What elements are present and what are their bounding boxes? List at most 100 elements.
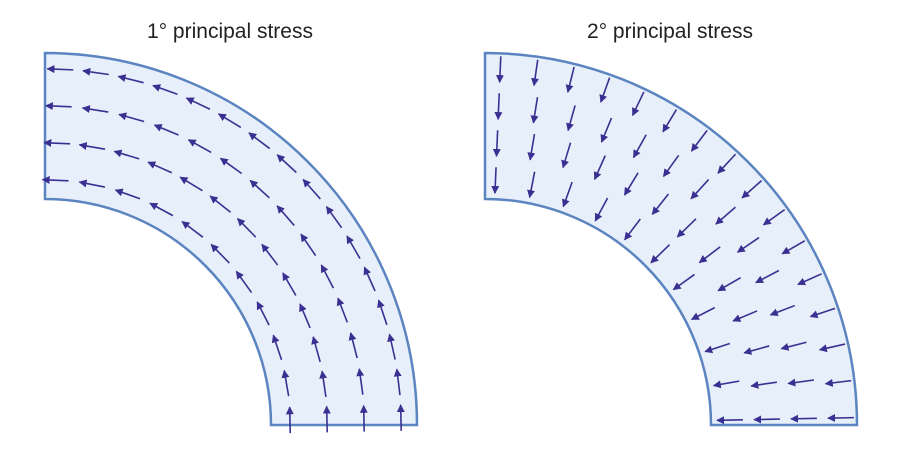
- stress-arrow: [276, 154, 297, 174]
- stress-arrow: [623, 172, 639, 196]
- stress-arrow: [319, 370, 328, 398]
- stress-arrow: [348, 332, 358, 359]
- stress-arrow: [672, 273, 695, 291]
- stress-arrow: [632, 134, 647, 159]
- stress-arrow: [82, 67, 109, 76]
- stress-arrow: [300, 233, 317, 257]
- stress-arrow: [149, 202, 174, 217]
- stress-arrow: [276, 205, 295, 226]
- stress-arrow: [393, 368, 402, 396]
- arrow-field: [491, 56, 854, 425]
- stress-arrow: [363, 266, 376, 292]
- stress-arrow: [818, 343, 846, 353]
- stress-arrow: [153, 124, 179, 136]
- stress-arrow: [593, 155, 606, 181]
- stress-arrow: [114, 188, 141, 200]
- stress-arrow: [325, 206, 343, 229]
- stress-arrow: [797, 273, 822, 286]
- stress-arrow: [299, 303, 311, 329]
- stress-arrow: [185, 97, 211, 110]
- stress-arrow: [359, 404, 368, 432]
- stress-arrow: [755, 269, 780, 284]
- stress-arrow: [743, 345, 770, 355]
- stress-arrow: [631, 91, 645, 117]
- stress-arrow: [690, 179, 710, 200]
- stress-arrow: [651, 193, 670, 215]
- stress-arrow: [235, 270, 253, 294]
- stress-arrow: [600, 117, 613, 143]
- arrow-field: [41, 65, 405, 434]
- stress-arrow: [624, 218, 641, 241]
- stress-arrow: [750, 380, 777, 389]
- stress-arrow: [41, 175, 69, 184]
- stress-arrow: [561, 142, 572, 169]
- stress-arrow: [282, 272, 297, 296]
- stress-arrow: [261, 243, 279, 266]
- stress-arrow: [717, 277, 742, 292]
- stress-arrow: [494, 93, 503, 121]
- stress-arrow: [491, 167, 500, 195]
- stress-arrow: [217, 113, 242, 129]
- stress-arrow: [356, 368, 365, 395]
- stress-arrow: [827, 413, 854, 422]
- stress-arrow: [256, 301, 270, 326]
- stress-arrow: [78, 142, 106, 150]
- stress-arrow: [113, 149, 140, 160]
- stress-arrow: [43, 139, 71, 148]
- stress-arrow: [285, 406, 294, 434]
- stress-arrow: [781, 240, 806, 255]
- stress-arrow: [809, 307, 836, 319]
- stress-arrow: [495, 56, 504, 84]
- stress-arrow: [736, 236, 760, 253]
- stress-arrow: [780, 341, 807, 351]
- stress-arrow: [311, 336, 321, 363]
- stress-arrow: [281, 369, 290, 397]
- stress-arrow: [322, 405, 331, 433]
- stress-arrow: [762, 208, 786, 226]
- stress-arrow: [271, 334, 283, 361]
- stress-arrow: [531, 59, 539, 87]
- stress-arrow: [712, 380, 740, 389]
- quarter-annulus: [483, 51, 859, 427]
- stress-arrow: [716, 416, 743, 425]
- stress-arrow: [179, 176, 203, 192]
- stress-arrow: [181, 220, 204, 238]
- panel-title: 2° principal stress: [587, 20, 753, 43]
- stress-arrow: [117, 74, 144, 84]
- stress-arrow: [248, 132, 271, 150]
- stress-arrow: [147, 161, 173, 174]
- stress-arrow: [787, 378, 815, 387]
- stress-arrow: [594, 197, 609, 222]
- stress-arrow: [704, 342, 731, 354]
- stress-arrow: [44, 102, 72, 111]
- stress-arrow: [530, 97, 539, 124]
- stress-arrow: [237, 218, 257, 238]
- stress-arrow: [599, 77, 611, 103]
- stress-arrow: [753, 415, 780, 424]
- stress-arrow: [81, 105, 109, 114]
- stress-arrow: [562, 181, 573, 208]
- stress-arrow: [152, 84, 178, 96]
- stress-arrow: [690, 129, 708, 152]
- stress-arrow: [527, 134, 536, 161]
- stress-arrow: [662, 109, 678, 133]
- stress-arrow: [527, 171, 536, 199]
- stress-arrow: [78, 179, 106, 188]
- stress-arrow: [717, 153, 737, 174]
- stress-arrow: [118, 112, 145, 123]
- stress-arrow: [302, 178, 321, 200]
- stress-arrow: [662, 154, 680, 178]
- stress-arrow: [769, 304, 796, 317]
- stress-arrow: [396, 404, 405, 431]
- stress-arrow: [824, 378, 852, 387]
- stress-arrow: [209, 195, 232, 213]
- stress-arrow: [650, 244, 671, 264]
- stress-arrow: [790, 414, 817, 423]
- stress-arrow: [715, 206, 737, 225]
- stress-arrow: [741, 180, 763, 199]
- quarter-annulus: [43, 51, 419, 427]
- stress-arrow: [210, 243, 230, 264]
- stress-arrow: [249, 179, 270, 199]
- stress-arrow: [732, 310, 758, 322]
